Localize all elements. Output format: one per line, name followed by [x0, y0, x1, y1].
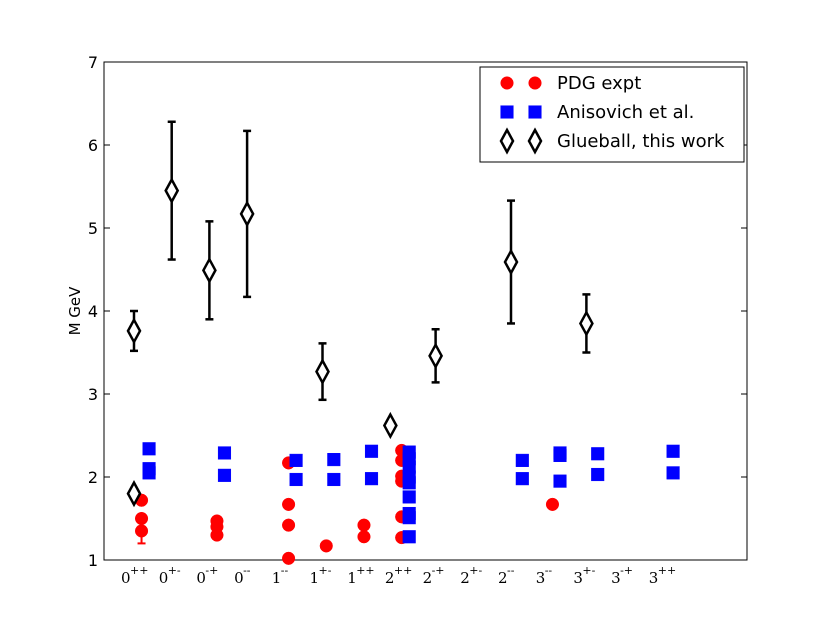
data-points: [126, 177, 680, 565]
legend-marker-anisovich-et-al: [500, 105, 514, 119]
x-tick-label: 3: [649, 569, 659, 587]
x-tick-label: 1: [310, 569, 320, 587]
x-tick-label: 3: [536, 569, 546, 587]
pdg-expt-point: [134, 511, 149, 526]
x-tick-label-superscript: +-: [582, 564, 595, 577]
x-tick-label: 0: [159, 569, 169, 587]
x-tick-label: 2: [385, 569, 395, 587]
pdg-expt-point: [357, 530, 371, 544]
anisovich-et-al-point: [327, 453, 341, 467]
x-tick-label-superscript: --: [243, 564, 251, 577]
x-tick-label-superscript: --: [545, 564, 553, 577]
x-tick-label: 2: [460, 569, 470, 587]
anisovich-et-al-point: [142, 442, 156, 456]
glueball-this-work-point: [201, 256, 217, 284]
anisovich-et-al-point: [217, 468, 232, 482]
x-tick-label: 3: [611, 569, 621, 587]
x-tick-label: 0: [196, 569, 206, 587]
anisovich-et-al-point: [553, 448, 567, 462]
anisovich-et-al-point: [666, 466, 680, 480]
pdg-expt-point: [134, 524, 149, 538]
x-tick-label: 2: [498, 569, 508, 587]
anisovich-et-al-point: [364, 444, 379, 458]
legend-label-pdg-expt: PDG expt: [557, 73, 641, 94]
glueball-this-work-point: [578, 309, 594, 338]
legend: PDG expt Anisovich et al. Glueball, this w…: [479, 66, 745, 163]
legend-marker-anisovich-et-al: [528, 105, 542, 119]
glueball-this-work-point: [382, 411, 398, 440]
x-tick-label-superscript: -+: [620, 564, 633, 577]
x-tick-label: 3: [573, 569, 583, 587]
x-tick-label: 2: [423, 569, 433, 587]
x-tick-label-superscript: -+: [432, 564, 445, 577]
glueball-this-work-point: [428, 342, 444, 370]
x-tick-label-superscript: ++: [394, 564, 412, 577]
x-tick-label-superscript: +-: [319, 564, 332, 577]
legend-label-anisovich-et-al: Anisovich et al.: [557, 102, 694, 123]
y-tick-label: 1: [88, 551, 98, 570]
pdg-expt-point: [357, 518, 371, 532]
anisovich-et-al-point: [327, 472, 341, 487]
anisovich-et-al-point: [591, 447, 605, 461]
x-tick-label-superscript: ++: [130, 564, 148, 577]
x-tick-label-superscript: --: [507, 564, 515, 577]
legend-marker-glueball-this-work: [527, 127, 543, 155]
anisovich-et-al-point: [402, 476, 416, 490]
x-tick-label-superscript: ++: [356, 564, 374, 577]
anisovich-et-al-point: [666, 444, 680, 458]
glueball-this-work-point: [164, 177, 180, 205]
anisovich-et-al-point: [217, 446, 232, 460]
anisovich-et-al-point: [289, 453, 303, 467]
legend-marker-pdg-expt: [528, 76, 542, 90]
anisovich-et-al-point: [289, 472, 303, 487]
legend-label-glueball-this-work: Glueball, this work: [557, 131, 725, 152]
x-tick-label: 1: [272, 569, 282, 587]
anisovich-et-al-point: [591, 467, 605, 482]
x-axis-ticks: 0 ++ 0 +- 0 -+ 0 -- 1 -- 1 +- 1 ++ 2 ++ 2 -+ 2 +- 2 -- 3 -- 3 +- 3…: [121, 564, 676, 587]
x-tick-label: 0: [121, 569, 131, 587]
x-tick-label-superscript: +-: [469, 564, 482, 577]
x-tick-label-superscript: ++: [658, 564, 676, 577]
x-tick-label-superscript: --: [281, 564, 289, 577]
pdg-expt-point: [545, 497, 560, 511]
legend-frame: [479, 66, 745, 163]
glueball-this-work-point: [126, 479, 142, 508]
x-tick-label-superscript: -+: [205, 564, 218, 577]
glueball-this-work-point: [503, 248, 519, 276]
y-tick-label: 3: [88, 385, 98, 404]
glueball-this-work-point: [239, 200, 255, 228]
y-tick-label: 6: [88, 136, 98, 155]
pdg-expt-point: [319, 539, 333, 553]
y-axis-label: M GeV: [66, 286, 84, 336]
legend-items: PDG expt Anisovich et al. Glueball, this w…: [499, 73, 725, 155]
anisovich-et-al-point: [142, 466, 156, 480]
x-tick-label: 0: [234, 569, 244, 587]
anisovich-et-al-point: [553, 474, 567, 488]
anisovich-et-al-point: [402, 530, 416, 544]
y-tick-label: 5: [88, 219, 98, 238]
glueball-this-work-point: [315, 357, 330, 386]
anisovich-et-al-point: [515, 453, 529, 467]
y-tick-label: 2: [88, 468, 98, 487]
pdg-expt-point: [282, 518, 296, 532]
y-axis-ticks: 1 2 3 4 5 6 7: [88, 53, 747, 570]
legend-marker-glueball-this-work: [499, 127, 515, 155]
glueball-this-work-point: [126, 317, 142, 345]
anisovich-et-al-point: [402, 511, 416, 525]
y-tick-label: 7: [88, 53, 98, 72]
pdg-expt-point: [282, 551, 296, 565]
x-tick-label-superscript: +-: [168, 564, 181, 577]
anisovich-et-al-point: [364, 472, 379, 486]
pdg-expt-point: [210, 528, 224, 542]
y-tick-label: 4: [88, 302, 98, 321]
x-tick-label: 1: [347, 569, 357, 587]
legend-marker-pdg-expt: [500, 76, 514, 90]
pdg-expt-point: [282, 497, 296, 511]
anisovich-et-al-point: [515, 472, 529, 486]
anisovich-et-al-point: [402, 490, 416, 504]
